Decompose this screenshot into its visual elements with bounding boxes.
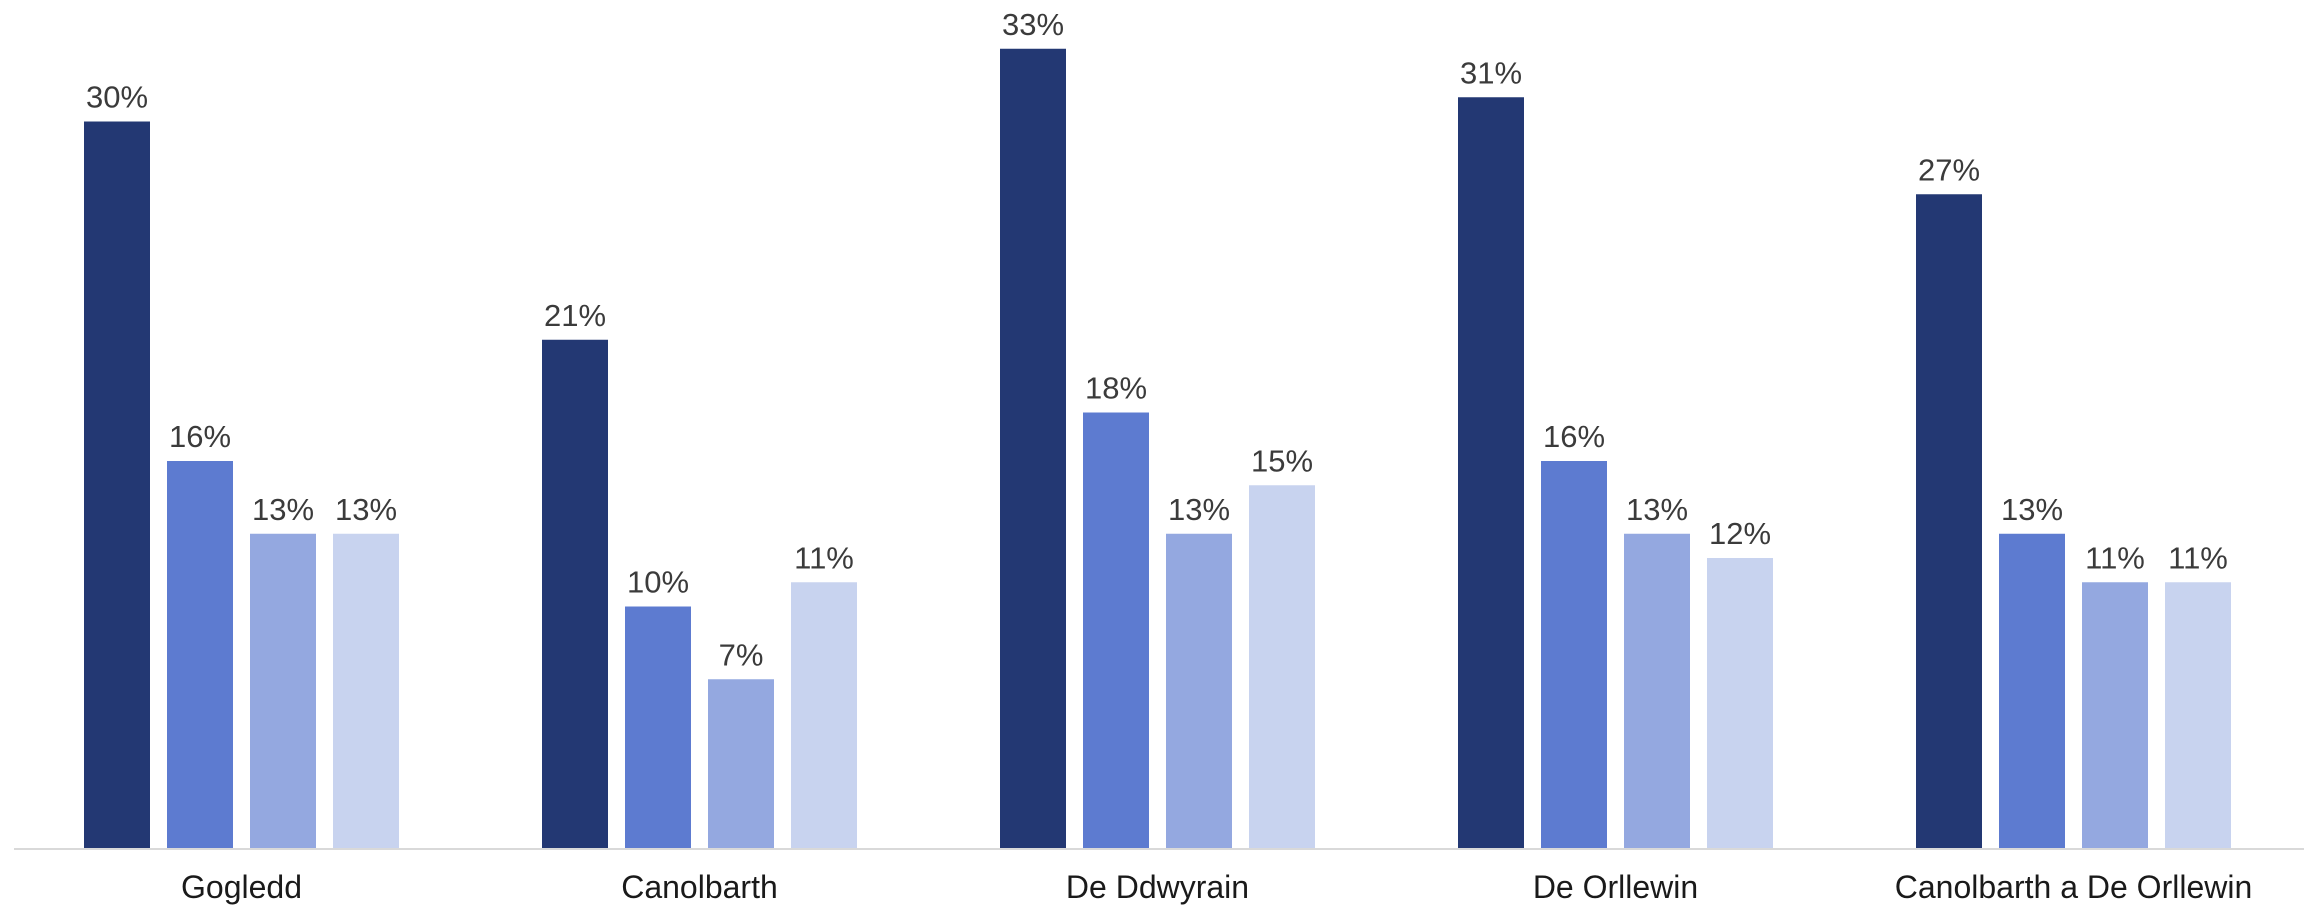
data-label: 33% [1002,7,1064,42]
bar [1083,412,1149,849]
data-label: 11% [794,540,854,575]
category-label: De Orllewin [1533,869,1698,905]
data-label: 10% [627,565,689,600]
bar [1458,97,1524,849]
data-label: 30% [86,80,148,115]
data-label: 11% [2168,540,2228,575]
category-label: De Ddwyrain [1066,869,1249,905]
bar [2082,582,2148,849]
data-label: 13% [2001,492,2063,527]
bar [708,679,774,849]
data-label: 18% [1085,371,1147,406]
bar [2165,582,2231,849]
bar [250,533,316,849]
bar [167,461,233,849]
bar [791,582,857,849]
data-label: 27% [1918,152,1980,187]
data-label: 21% [544,298,606,333]
category-labels-group: Gogledd Canolbarth De Ddwyrain De Orllewin C… [181,869,2252,905]
category-label: Gogledd [181,869,302,905]
data-label: 13% [1626,492,1688,527]
bar [542,339,608,849]
bar [84,121,150,849]
data-label: 15% [1251,443,1313,478]
bar [1249,485,1315,849]
bar [625,606,691,849]
bar [1999,533,2065,849]
data-label: 12% [1709,516,1771,551]
data-label: 11% [2085,540,2145,575]
value-labels-group: 30% 16% 13% 13% 21% 10% 7% 11% 33% 18% 13% 15% 31% 16… [86,7,2228,673]
bar [1624,533,1690,849]
bar [1166,533,1232,849]
data-label: 16% [169,419,231,454]
bars-group [84,48,2231,849]
data-label: 13% [335,492,397,527]
bar [333,533,399,849]
category-label: Canolbarth a De Orllewin [1895,869,2253,905]
data-label: 7% [719,637,764,672]
data-label: 13% [252,492,314,527]
data-label: 31% [1460,55,1522,90]
data-label: 13% [1168,492,1230,527]
bar [1707,558,1773,849]
category-label: Canolbarth [621,869,778,905]
bar [1000,48,1066,849]
bar [1916,194,1982,849]
bar [1541,461,1607,849]
data-label: 16% [1543,419,1605,454]
